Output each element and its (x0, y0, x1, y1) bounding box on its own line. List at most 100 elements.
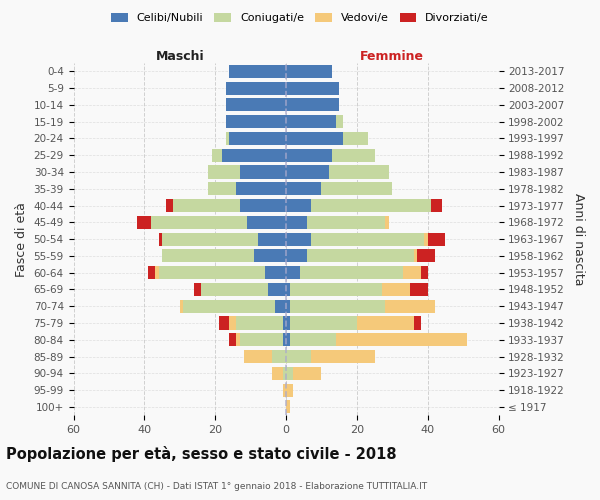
Bar (268, 283, 286, 296)
Bar (307, 250, 413, 262)
Bar (290, 300, 385, 313)
Bar (332, 148, 374, 162)
Bar (226, 82, 286, 94)
Bar (212, 148, 222, 162)
Bar (413, 250, 417, 262)
Bar (424, 232, 428, 245)
Y-axis label: Anni di nascita: Anni di nascita (572, 193, 585, 286)
Bar (286, 283, 290, 296)
Bar (410, 283, 428, 296)
Bar (226, 132, 229, 145)
Bar (286, 350, 311, 363)
Bar (201, 283, 268, 296)
Text: Maschi: Maschi (155, 50, 204, 63)
Bar (421, 266, 428, 279)
Bar (290, 316, 357, 330)
Bar (226, 115, 286, 128)
Bar (236, 182, 286, 196)
Bar (194, 283, 201, 296)
Bar (229, 333, 236, 346)
Bar (290, 333, 335, 346)
Bar (137, 216, 151, 229)
Bar (275, 300, 286, 313)
Bar (158, 266, 265, 279)
Bar (272, 350, 286, 363)
Bar (286, 250, 307, 262)
Bar (166, 199, 173, 212)
Bar (247, 216, 286, 229)
Bar (335, 333, 467, 346)
Bar (431, 199, 442, 212)
Bar (300, 266, 403, 279)
Legend: Celibi/Nubili, Coniugati/e, Vedovi/e, Divorziati/e: Celibi/Nubili, Coniugati/e, Vedovi/e, Di… (107, 8, 493, 28)
Bar (311, 350, 374, 363)
Bar (286, 182, 322, 196)
Bar (272, 367, 283, 380)
Bar (286, 199, 311, 212)
Bar (307, 216, 385, 229)
Bar (244, 350, 272, 363)
Bar (385, 300, 435, 313)
Bar (286, 316, 290, 330)
Bar (184, 300, 275, 313)
Bar (343, 132, 368, 145)
Bar (155, 266, 158, 279)
Bar (286, 115, 335, 128)
Bar (329, 166, 389, 178)
Bar (236, 333, 240, 346)
Bar (286, 216, 307, 229)
Bar (258, 232, 286, 245)
Bar (148, 266, 155, 279)
Bar (335, 115, 343, 128)
Bar (219, 316, 229, 330)
Bar (286, 400, 290, 413)
Bar (293, 367, 322, 380)
Bar (240, 199, 286, 212)
Bar (286, 82, 339, 94)
Bar (283, 367, 286, 380)
Bar (229, 65, 286, 78)
Bar (265, 266, 286, 279)
Bar (286, 65, 332, 78)
Bar (162, 250, 254, 262)
Bar (290, 283, 382, 296)
Bar (311, 199, 431, 212)
Bar (283, 384, 286, 396)
Bar (286, 148, 332, 162)
Bar (180, 300, 184, 313)
Bar (254, 250, 286, 262)
Bar (357, 316, 413, 330)
Bar (208, 182, 236, 196)
Bar (229, 316, 236, 330)
Bar (417, 250, 435, 262)
Text: Femmine: Femmine (361, 50, 424, 63)
Bar (283, 316, 286, 330)
Text: COMUNE DI CANOSA SANNITA (CH) - Dati ISTAT 1° gennaio 2018 - Elaborazione TUTTIT: COMUNE DI CANOSA SANNITA (CH) - Dati IST… (6, 482, 427, 491)
Bar (322, 182, 392, 196)
Bar (413, 316, 421, 330)
Bar (173, 199, 240, 212)
Bar (236, 316, 283, 330)
Bar (311, 232, 424, 245)
Bar (240, 166, 286, 178)
Bar (151, 216, 247, 229)
Bar (286, 300, 290, 313)
Bar (158, 232, 162, 245)
Text: Popolazione per età, sesso e stato civile - 2018: Popolazione per età, sesso e stato civil… (6, 446, 397, 462)
Bar (226, 98, 286, 112)
Bar (162, 232, 258, 245)
Bar (286, 232, 311, 245)
Bar (428, 232, 445, 245)
Y-axis label: Fasce di età: Fasce di età (15, 202, 28, 276)
Bar (286, 98, 339, 112)
Bar (240, 333, 283, 346)
Bar (286, 333, 290, 346)
Bar (222, 148, 286, 162)
Bar (403, 266, 421, 279)
Bar (283, 333, 286, 346)
Bar (286, 132, 343, 145)
Bar (229, 132, 286, 145)
Bar (286, 266, 300, 279)
Bar (382, 283, 410, 296)
Bar (385, 216, 389, 229)
